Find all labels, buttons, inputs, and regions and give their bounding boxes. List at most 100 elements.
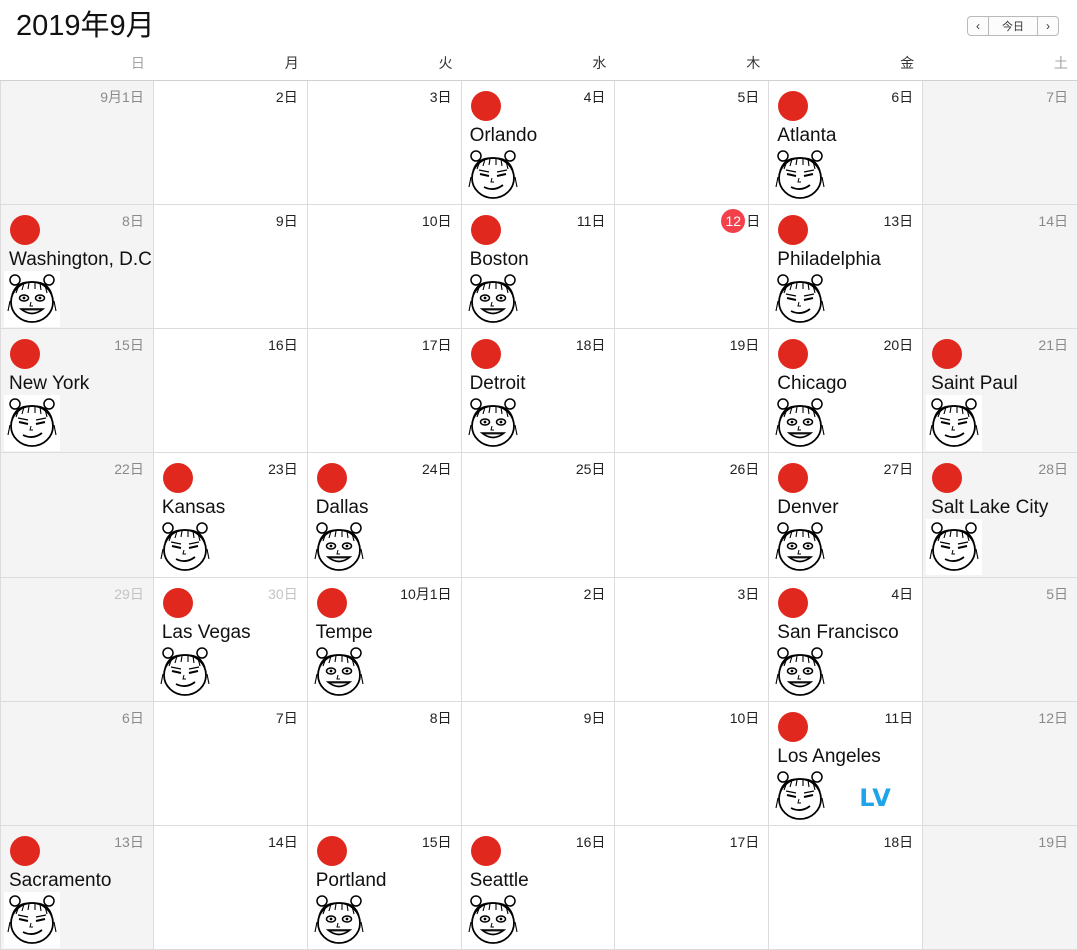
day-number: 7日 bbox=[275, 709, 298, 726]
day-number: 26日 bbox=[729, 461, 760, 478]
day-cell[interactable]: 19日 bbox=[923, 825, 1077, 950]
calendar-header: 2019年9月 ‹ 今日 › bbox=[0, 0, 1077, 52]
avatar-face-icon bbox=[310, 643, 367, 700]
day-number: 8日 bbox=[122, 213, 144, 230]
day-cell[interactable]: 18日 Detroit bbox=[461, 329, 616, 454]
day-number: 9日 bbox=[275, 213, 298, 230]
day-cell[interactable]: 15日 New York bbox=[0, 329, 154, 454]
day-cell[interactable]: 11日 Boston bbox=[461, 205, 616, 330]
day-cell[interactable]: 19日 bbox=[615, 329, 770, 454]
day-cell[interactable]: 9日 bbox=[153, 205, 308, 330]
day-cell[interactable]: 22日 bbox=[0, 453, 154, 578]
day-cell[interactable]: 23日 Kansas bbox=[153, 453, 308, 578]
day-cell[interactable]: 10月1日 Tempe bbox=[307, 577, 462, 702]
red-dot-icon bbox=[10, 339, 40, 370]
day-cell[interactable]: 9日 bbox=[461, 701, 616, 826]
day-number: 22日 bbox=[114, 461, 144, 478]
weekday-wed: 水 bbox=[592, 55, 607, 71]
day-cell[interactable]: 27日 Denver bbox=[769, 453, 924, 578]
day-cell[interactable]: 13日 Philadelphia bbox=[769, 205, 924, 330]
day-cell[interactable]: 28日 Salt Lake City bbox=[923, 453, 1077, 578]
month-navigation: ‹ 今日 › bbox=[967, 16, 1059, 36]
red-dot-icon bbox=[778, 587, 809, 618]
day-number: 11日 bbox=[576, 213, 606, 230]
today-indicator: 12 bbox=[721, 209, 746, 234]
day-cell[interactable]: 18日 bbox=[769, 825, 924, 950]
day-cell[interactable]: 30日 Las Vegas bbox=[153, 577, 308, 702]
today-button[interactable]: 今日 bbox=[989, 16, 1037, 36]
weekday-thu: 木 bbox=[746, 55, 761, 71]
day-cell[interactable]: 8日 bbox=[307, 701, 462, 826]
red-dot-icon bbox=[162, 463, 193, 494]
day-cell[interactable]: 2日 bbox=[153, 81, 308, 206]
day-cell[interactable]: 5日 bbox=[923, 577, 1077, 702]
event-city-label: Denver bbox=[777, 497, 839, 519]
avatar-face-icon bbox=[464, 395, 521, 452]
event-city-label: Los Angeles bbox=[777, 745, 881, 767]
day-cell[interactable]: 24日 Dallas bbox=[307, 453, 462, 578]
day-cell[interactable]: 21日 Saint Paul bbox=[923, 329, 1077, 454]
day-number: 8日 bbox=[429, 709, 452, 726]
day-cell[interactable]: 12日 bbox=[923, 701, 1077, 826]
day-cell[interactable]: 6日 bbox=[0, 701, 154, 826]
next-month-button[interactable]: › bbox=[1037, 16, 1059, 36]
red-dot-icon bbox=[470, 215, 501, 246]
avatar-face-icon bbox=[926, 519, 983, 576]
day-number: 19日 bbox=[1038, 833, 1068, 850]
day-number: 10月1日 bbox=[400, 585, 452, 602]
avatar-face-icon bbox=[4, 395, 60, 452]
red-dot-icon bbox=[316, 835, 347, 866]
day-number: 12日 bbox=[1038, 709, 1068, 726]
avatar-face-icon bbox=[464, 271, 521, 328]
day-number: 10日 bbox=[729, 709, 760, 726]
day-cell[interactable]: 6日 Atlanta bbox=[769, 81, 924, 206]
day-cell[interactable]: 20日 Chicago bbox=[769, 329, 924, 454]
red-dot-icon bbox=[778, 463, 809, 494]
day-cell[interactable]: 7日 bbox=[153, 701, 308, 826]
day-number: 5日 bbox=[1046, 585, 1068, 602]
day-cell[interactable]: 10日 bbox=[307, 205, 462, 330]
event-city-label: Las Vegas bbox=[161, 621, 251, 643]
day-number: 7日 bbox=[1046, 89, 1068, 105]
day-cell[interactable]: 3日 bbox=[307, 81, 462, 206]
day-cell[interactable]: 2日 bbox=[461, 577, 616, 702]
day-number: 4日 bbox=[583, 89, 606, 105]
day-cell[interactable]: 17日 bbox=[307, 329, 462, 454]
day-cell[interactable]: 11日 Los Angeles LV bbox=[769, 701, 924, 826]
day-cell-today[interactable]: 12 日 bbox=[615, 205, 770, 330]
red-dot-icon bbox=[10, 835, 40, 866]
day-cell[interactable]: 16日 Seattle bbox=[461, 825, 616, 950]
day-cell[interactable]: 7日 bbox=[923, 81, 1077, 206]
day-cell[interactable]: 29日 bbox=[0, 577, 154, 702]
avatar-face-icon bbox=[310, 891, 367, 948]
avatar-face-icon bbox=[464, 147, 521, 203]
event-city-label: Chicago bbox=[777, 373, 847, 395]
day-cell[interactable]: 8日 Washington, D.C. bbox=[0, 205, 154, 330]
weekday-sat: 土 bbox=[1053, 55, 1068, 71]
red-dot-icon bbox=[778, 91, 809, 121]
month-title: 2019年9月 bbox=[16, 10, 155, 42]
day-cell[interactable]: 4日 San Francisco bbox=[769, 577, 924, 702]
event-city-label: Kansas bbox=[161, 497, 226, 519]
day-number: 18日 bbox=[883, 833, 914, 850]
day-cell[interactable]: 5日 bbox=[615, 81, 770, 206]
previous-month-button[interactable]: ‹ bbox=[967, 16, 989, 36]
lv-badge: LV bbox=[859, 783, 892, 812]
day-cell[interactable]: 13日 Sacramento bbox=[0, 825, 154, 950]
day-cell[interactable]: 26日 bbox=[615, 453, 770, 578]
day-cell[interactable]: 14日 bbox=[923, 205, 1077, 330]
day-cell[interactable]: 14日 bbox=[153, 825, 308, 950]
day-number: 17日 bbox=[729, 833, 760, 850]
day-cell[interactable]: 16日 bbox=[153, 329, 308, 454]
day-cell[interactable]: 4日 Orlando bbox=[461, 81, 616, 206]
day-cell[interactable]: 15日 Portland bbox=[307, 825, 462, 950]
day-cell[interactable]: 9月1日 bbox=[0, 81, 154, 206]
day-cell[interactable]: 10日 bbox=[615, 701, 770, 826]
weekday-sun: 日 bbox=[130, 55, 145, 71]
day-cell[interactable]: 3日 bbox=[615, 577, 770, 702]
day-cell[interactable]: 17日 bbox=[615, 825, 770, 950]
red-dot-icon bbox=[778, 711, 809, 742]
chevron-left-icon: ‹ bbox=[976, 19, 980, 33]
day-cell[interactable]: 25日 bbox=[461, 453, 616, 578]
